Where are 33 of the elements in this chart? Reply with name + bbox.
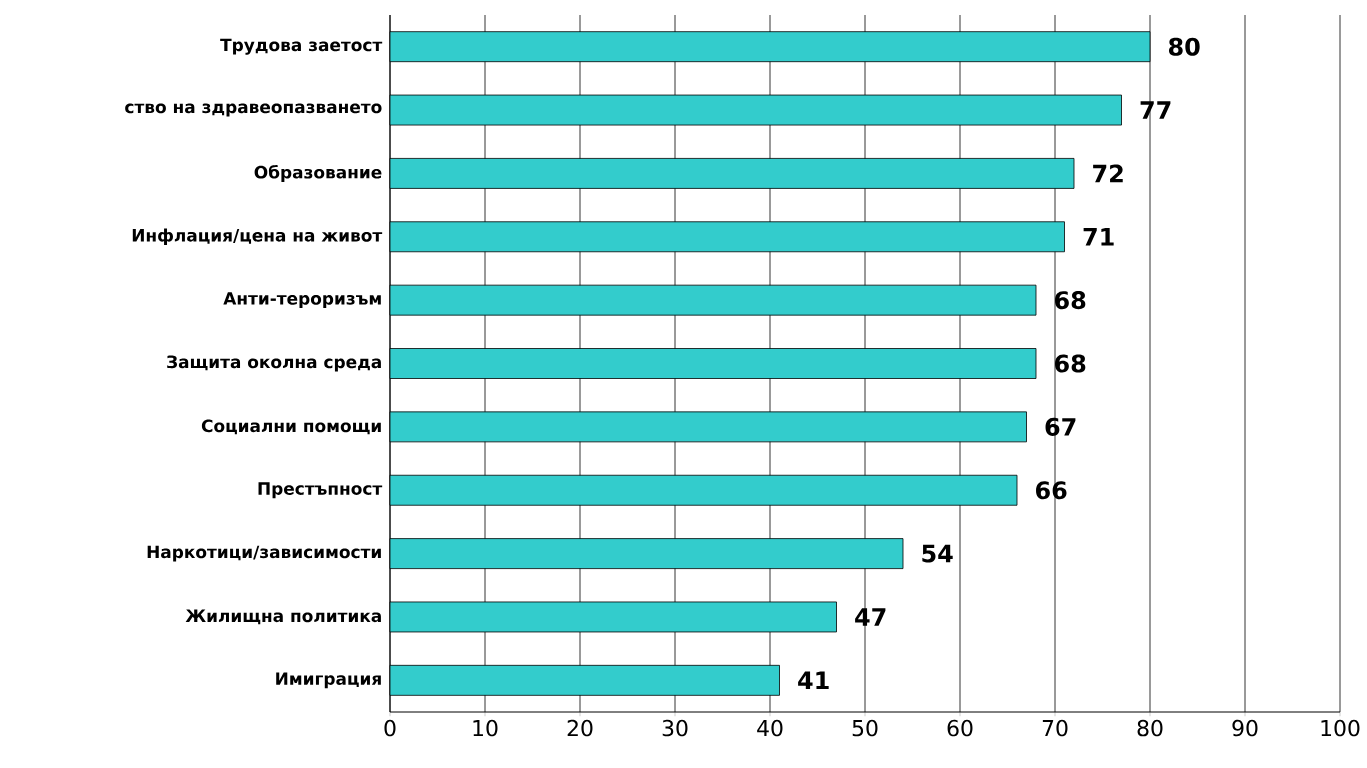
data-label: 77 xyxy=(1140,101,1171,119)
y-tick-label: Социални помощи xyxy=(201,419,381,435)
data-label: 68 xyxy=(1055,291,1086,310)
data-label: 68 xyxy=(1055,354,1086,373)
y-tick-label: Наркотици/зависимости xyxy=(147,545,381,562)
x-tick-label: 90 xyxy=(1232,719,1258,737)
data-label: 72 xyxy=(1093,164,1123,183)
y-tick-label: Престъпност xyxy=(258,482,383,499)
x-tick-label: 50 xyxy=(852,719,878,737)
data-label: 80 xyxy=(1168,37,1200,56)
data-label: 54 xyxy=(922,544,953,563)
y-tick-label: Защита околна среда xyxy=(167,355,381,372)
x-tick-label: 10 xyxy=(473,719,498,737)
y-tick-label: ство на здравеопазването xyxy=(125,103,382,117)
y-tick-label: Жилищна политика xyxy=(185,609,381,625)
y-tick-label: Инфлация/цена на живот xyxy=(132,228,383,245)
x-tick-label: 60 xyxy=(947,719,973,737)
y-tick-label: Образование xyxy=(254,164,382,182)
y-tick-label: Трудова заетост xyxy=(220,38,383,55)
data-label: 67 xyxy=(1045,417,1076,436)
data-label: 41 xyxy=(798,671,829,690)
data-label: 71 xyxy=(1083,228,1114,246)
x-tick-label: 40 xyxy=(757,719,783,737)
x-tick-label: 70 xyxy=(1042,719,1068,737)
x-tick-label: 20 xyxy=(567,719,593,737)
y-tick-label: Анти-тероризъм xyxy=(223,292,381,309)
y-tick-label: Имиграция xyxy=(276,672,381,689)
x-tick-label: 80 xyxy=(1137,719,1163,737)
data-label: 47 xyxy=(855,608,886,626)
data-label: 66 xyxy=(1036,481,1067,500)
x-tick-label: 30 xyxy=(662,719,688,737)
x-tick-label: 0 xyxy=(384,719,396,737)
x-tick-label: 100 xyxy=(1321,719,1360,737)
